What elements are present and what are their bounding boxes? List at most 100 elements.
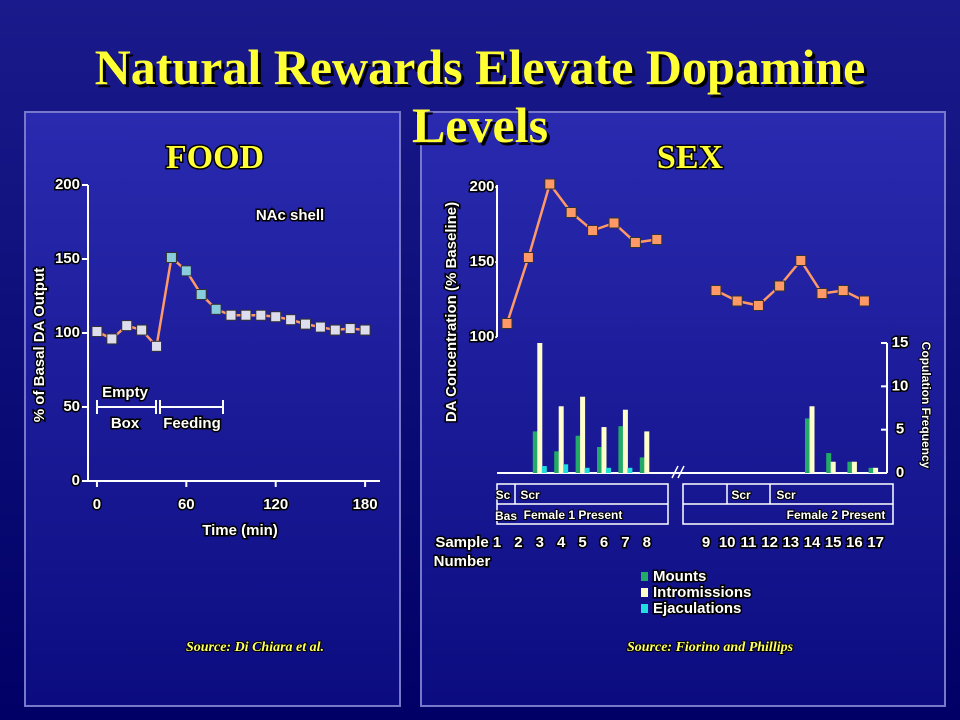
data-point	[180, 265, 192, 277]
phase-label: Sc	[496, 488, 511, 502]
x-tick-label: 0	[93, 496, 101, 513]
bar	[558, 406, 564, 473]
x-tick-label: 9	[702, 534, 710, 551]
x-tick-label: 14	[804, 534, 821, 551]
y2-tick-label: 0	[896, 464, 904, 481]
y-tick-label: 150	[55, 250, 80, 267]
data-point	[270, 311, 282, 323]
phase-label: Female 2 Present	[787, 508, 886, 522]
data-point	[522, 252, 534, 263]
x-axis-label: Number	[434, 553, 491, 570]
data-point	[210, 303, 222, 315]
legend-swatch	[641, 572, 648, 581]
data-point	[329, 324, 341, 336]
y-axis-label: % of Basal DA Output	[31, 268, 48, 422]
x-tick-label: 2	[514, 534, 522, 551]
data-point	[300, 318, 312, 330]
data-point	[121, 320, 133, 332]
y-tick-label: 50	[63, 398, 80, 415]
data-point	[710, 285, 722, 296]
brackets	[96, 400, 224, 414]
panel-title: FOOD	[166, 139, 264, 176]
bar	[830, 461, 836, 473]
source: Source: Fiorino and Phillips	[627, 640, 794, 655]
data-point	[344, 323, 356, 335]
data-point	[314, 321, 326, 333]
x-axis-label: Sample	[435, 534, 488, 551]
x-tick-label: 8	[643, 534, 651, 551]
x-tick-label: 180	[353, 496, 378, 513]
bar	[584, 467, 590, 473]
x-tick-label: 3	[536, 534, 544, 551]
data-point	[151, 340, 163, 352]
y-tick-label: 200	[469, 178, 494, 195]
bar	[639, 457, 645, 473]
x-axis-label: Time (min)	[202, 522, 278, 539]
bar	[597, 447, 602, 473]
data-point	[359, 324, 371, 336]
data-point	[501, 318, 513, 329]
y-tick-label: 100	[55, 324, 80, 341]
data-point	[544, 178, 556, 190]
bar	[644, 431, 650, 473]
bar	[606, 467, 611, 473]
x-tick-label: 120	[263, 496, 288, 513]
data-point	[629, 237, 641, 248]
bar	[537, 343, 543, 473]
phase-label: Bas	[495, 509, 517, 523]
bar	[809, 406, 815, 473]
data-point	[858, 295, 870, 307]
bar	[873, 467, 879, 473]
phase-label: Scr	[776, 488, 796, 502]
legend-swatch	[641, 588, 648, 597]
y2-tick-label: 15	[892, 334, 909, 351]
legend-label: Mounts	[653, 568, 706, 585]
bar	[622, 409, 628, 473]
data-point	[165, 252, 177, 264]
x-tick-label: 10	[719, 534, 736, 551]
bar	[851, 461, 857, 473]
y-tick-label: 0	[72, 472, 80, 489]
x-tick-label: 16	[846, 534, 863, 551]
bar	[826, 453, 832, 473]
x-tick-label: 4	[557, 534, 566, 551]
legend-label: Ejaculations	[653, 600, 741, 617]
bar	[601, 427, 607, 473]
data-point	[106, 333, 118, 345]
panel-title: SEX	[657, 139, 724, 176]
data-point	[651, 234, 663, 245]
annotation: Empty	[102, 384, 149, 401]
y2-axis-label: Copulation Frequency	[919, 342, 933, 469]
food-panel	[24, 111, 401, 707]
sex-panel	[420, 111, 946, 707]
y-tick-label: 150	[469, 253, 494, 270]
bar	[575, 435, 581, 473]
x-tick-label: 1	[493, 534, 501, 551]
bar	[580, 396, 586, 473]
x-tick-label: 11	[740, 534, 756, 551]
phase-label: Female 1 Present	[524, 508, 623, 522]
data-point	[731, 295, 743, 307]
data-point	[255, 309, 267, 321]
bar	[847, 461, 853, 473]
data-point	[136, 324, 148, 336]
phase-label: Scr	[731, 488, 751, 502]
annotation: Box	[111, 415, 140, 432]
data-point	[91, 326, 103, 338]
bar	[618, 426, 624, 473]
x-tick-label: 5	[578, 534, 586, 551]
data-point	[195, 289, 207, 301]
y-tick-label: 100	[469, 328, 494, 345]
data-point	[240, 309, 252, 321]
x-tick-label: 6	[600, 534, 608, 551]
bar	[554, 451, 560, 473]
data-point	[795, 255, 807, 266]
phase-boxes	[496, 465, 894, 525]
x-tick-label: 60	[178, 496, 195, 513]
bar	[541, 466, 547, 473]
data-point	[816, 288, 828, 299]
bar	[805, 418, 810, 473]
x-tick-label: 7	[621, 534, 629, 551]
